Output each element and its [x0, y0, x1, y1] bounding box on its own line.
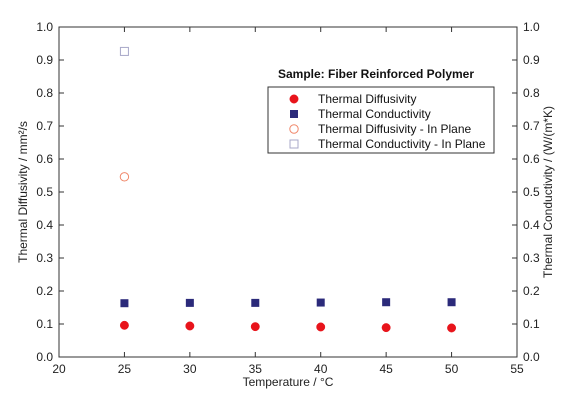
- data-point: [119, 46, 129, 56]
- data-point: [447, 323, 457, 333]
- legend-label: Thermal Conductivity - In Plane: [318, 137, 486, 151]
- y-left-tick-label: 0.6: [36, 152, 53, 166]
- y-left-tick-label: 0.0: [36, 350, 53, 364]
- y-left-tick-label: 1.0: [36, 20, 53, 34]
- y-axis-right-title: Thermal Conductivity / (W/(m*K): [541, 106, 555, 278]
- data-point: [382, 298, 391, 307]
- y-left-tick-label: 0.3: [36, 251, 53, 265]
- x-tick-label: 30: [183, 362, 197, 376]
- y-right-tick-label: 0.8: [523, 86, 540, 100]
- x-tick-label: 35: [249, 362, 263, 376]
- y-axis-right: 0.0 0.1 0.2 0.3 0.4 0.5 0.6 0.7 0.8 0.9 1.0: [512, 20, 540, 364]
- data-point: [316, 298, 325, 307]
- x-tick-label: 20: [52, 362, 66, 376]
- legend-marker: [289, 94, 299, 104]
- series-thermal-conductivity: [120, 298, 456, 308]
- series-thermal-diffusivity: [119, 320, 457, 333]
- x-tick-label: 50: [445, 362, 459, 376]
- y-left-tick-label: 0.2: [36, 284, 53, 298]
- y-right-tick-label: 1.0: [523, 20, 540, 34]
- data-point: [120, 299, 129, 308]
- y-left-tick-label: 0.8: [36, 86, 53, 100]
- y-left-tick-label: 0.7: [36, 119, 53, 133]
- legend-marker: [289, 139, 299, 149]
- x-tick-label: 55: [510, 362, 524, 376]
- y-right-tick-label: 0.0: [523, 350, 540, 364]
- y-right-tick-label: 0.3: [523, 251, 540, 265]
- data-point: [447, 298, 456, 307]
- y-left-tick-label: 0.1: [36, 317, 53, 331]
- y-right-tick-label: 0.7: [523, 119, 540, 133]
- y-right-tick-label: 0.4: [523, 218, 540, 232]
- y-axis-left-title: Thermal Diffusivity / mm²/s: [16, 121, 30, 263]
- data-point: [119, 172, 130, 182]
- data-point: [250, 322, 260, 332]
- x-axis: 20 25 30 35 40 45 50 55: [52, 27, 524, 376]
- data-point: [119, 320, 129, 330]
- y-left-tick-label: 0.5: [36, 185, 53, 199]
- y-left-tick-label: 0.9: [36, 53, 53, 67]
- y-right-tick-label: 0.6: [523, 152, 540, 166]
- data-point: [251, 298, 260, 307]
- data-point: [185, 321, 195, 331]
- data-point: [185, 298, 194, 307]
- data-point: [381, 323, 391, 333]
- x-tick-label: 45: [379, 362, 393, 376]
- data-point: [316, 322, 326, 332]
- legend-label: Thermal Diffusivity: [318, 92, 416, 106]
- y-right-tick-label: 0.1: [523, 317, 540, 331]
- legend-label: Thermal Conductivity: [318, 107, 431, 121]
- series-thermal-diffusivity-in-plane: [119, 172, 130, 182]
- y-right-tick-label: 0.2: [523, 284, 540, 298]
- y-right-tick-label: 0.9: [523, 53, 540, 67]
- series-layer: [119, 46, 457, 333]
- legend-label: Thermal Diffusivity - In Plane: [318, 122, 471, 136]
- y-axis-left: 0.0 0.1 0.2 0.3 0.4 0.5 0.6 0.7 0.8 0.9 1.0: [36, 20, 64, 364]
- series-thermal-conductivity-in-plane: [119, 46, 129, 56]
- chart-annotation: Sample: Fiber Reinforced Polymer: [278, 67, 474, 81]
- x-tick-label: 25: [118, 362, 132, 376]
- legend-marker: [289, 124, 299, 134]
- x-axis-title: Temperature / °C: [243, 375, 334, 389]
- legend-marker: [290, 110, 298, 118]
- x-tick-label: 40: [314, 362, 328, 376]
- y-right-tick-label: 0.5: [523, 185, 540, 199]
- y-left-tick-label: 0.4: [36, 218, 53, 232]
- legend-box: [267, 86, 495, 154]
